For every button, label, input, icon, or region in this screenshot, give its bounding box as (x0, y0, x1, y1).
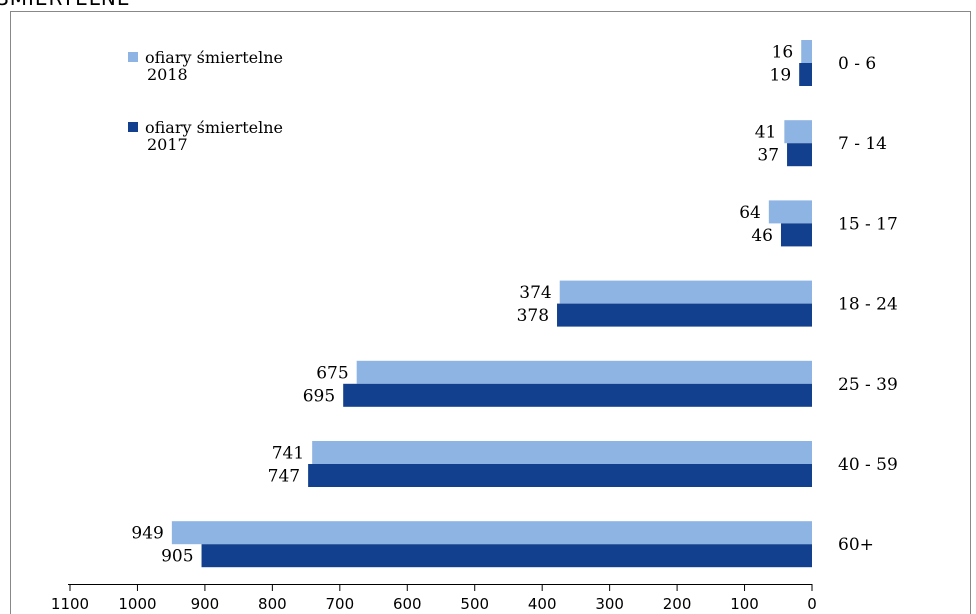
x-tick-label-9: 200 (663, 595, 692, 613)
category-label-3: 18 - 24 (838, 295, 898, 315)
x-tick-label-7: 400 (528, 595, 557, 613)
data-label-2018-6: 949 (131, 524, 163, 544)
data-label-2018-5: 741 (272, 444, 304, 464)
bar-2017-5 (308, 464, 812, 487)
data-label-2017-0: 19 (770, 66, 792, 86)
data-label-2017-1: 37 (757, 146, 779, 166)
x-tick-label-6: 500 (460, 595, 489, 613)
x-tick-label-10: 100 (730, 595, 759, 613)
x-tick-label-0: 1100 (51, 595, 89, 613)
data-label-2018-1: 41 (755, 123, 777, 143)
bar-2018-0 (801, 40, 812, 63)
bar-2017-0 (799, 63, 812, 86)
bar-2018-3 (559, 280, 812, 304)
legend-swatch-2017 (128, 122, 138, 132)
bar-2018-2 (768, 200, 812, 224)
category-label-2: 15 - 17 (838, 214, 898, 234)
category-label-6: 60+ (838, 535, 874, 555)
data-label-2017-3: 378 (517, 306, 549, 326)
x-tick-label-1: 1000 (118, 595, 156, 613)
data-label-2017-5: 747 (268, 467, 300, 487)
bar-2017-3 (557, 303, 812, 327)
bar-2018-4 (356, 360, 812, 384)
data-label-2017-6: 905 (161, 547, 193, 567)
legend-label-2017: ofiary śmiertelne 2017 (145, 118, 283, 154)
bar-2018-5 (312, 441, 812, 464)
category-label-5: 40 - 59 (838, 455, 898, 475)
data-label-2018-0: 16 (772, 43, 794, 63)
bar-2017-1 (787, 143, 812, 167)
chart-title-fragment: ŚMIERTELNE (0, 0, 131, 10)
x-tick-label-3: 800 (258, 595, 287, 613)
bar-2017-4 (343, 383, 812, 407)
category-label-4: 25 - 39 (838, 375, 898, 395)
legend-label-2018: ofiary śmiertelne 2018 (145, 48, 283, 84)
legend-swatch-2018 (128, 52, 138, 62)
x-tick-label-8: 300 (595, 595, 624, 613)
data-label-2018-3: 374 (519, 283, 551, 303)
data-label-2017-4: 695 (303, 386, 335, 406)
data-label-2017-2: 46 (751, 226, 773, 246)
chart-border (10, 11, 971, 614)
x-tick-label-11: 0 (807, 595, 817, 613)
x-tick-label-4: 700 (325, 595, 354, 613)
data-label-2018-4: 675 (316, 363, 348, 383)
bar-2018-1 (784, 120, 812, 144)
data-label-2018-2: 64 (739, 203, 761, 223)
bar-2017-6 (201, 544, 812, 568)
x-tick-label-5: 600 (393, 595, 422, 613)
bar-2017-2 (780, 223, 812, 247)
bar-2018-6 (171, 521, 812, 545)
x-tick-label-2: 900 (191, 595, 220, 613)
category-label-0: 0 - 6 (838, 54, 876, 74)
category-label-1: 7 - 14 (838, 134, 887, 154)
